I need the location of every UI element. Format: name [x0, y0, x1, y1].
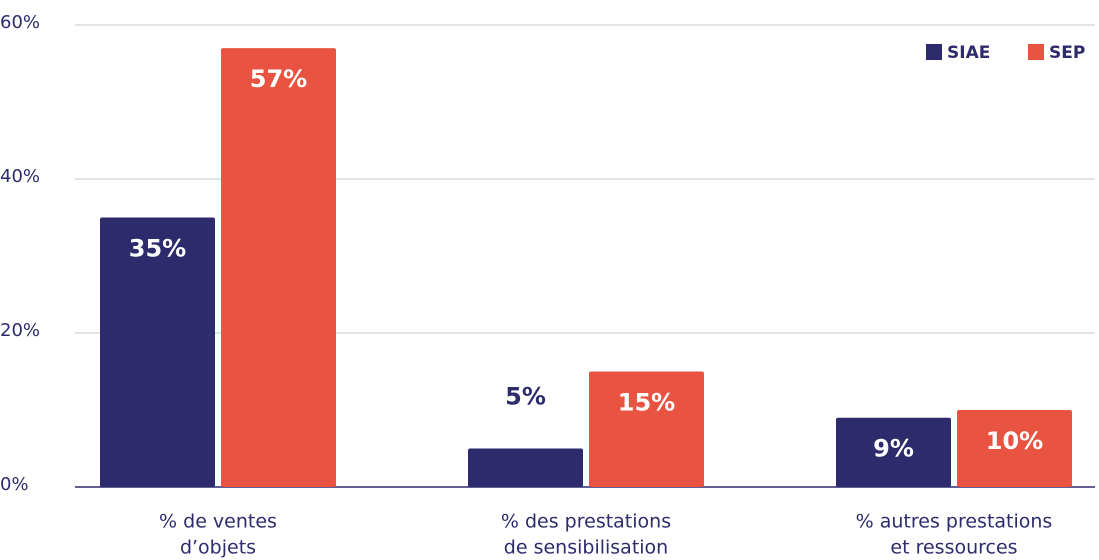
bar	[836, 417, 951, 487]
bar	[221, 48, 336, 487]
legend-swatch	[1028, 44, 1044, 60]
y-tick-label: 20%	[0, 320, 40, 341]
x-tick-label: de sensibilisation	[504, 537, 668, 559]
bar	[957, 410, 1072, 487]
value-label: 35%	[129, 235, 186, 263]
x-tick-label: % de ventes	[159, 511, 277, 533]
value-label: 9%	[873, 435, 914, 463]
value-label: 57%	[250, 65, 307, 93]
x-tick-label: et ressources	[890, 537, 1017, 559]
x-tick-label: % autres prestations	[856, 511, 1053, 533]
x-tick-label: d’objets	[180, 537, 256, 559]
value-label: 5%	[505, 383, 546, 411]
bar	[468, 448, 583, 487]
x-tick-label: % des prestations	[501, 511, 671, 533]
legend-swatch	[926, 44, 942, 60]
y-tick-label: 0%	[0, 474, 29, 495]
legend-label: SEP	[1049, 43, 1085, 63]
legend-label: SIAE	[947, 43, 990, 63]
value-label: 10%	[986, 427, 1043, 455]
bar	[589, 371, 704, 487]
y-tick-label: 40%	[0, 166, 40, 187]
y-tick-label: 60%	[0, 12, 40, 33]
value-label: 15%	[618, 389, 675, 417]
bar	[100, 217, 215, 487]
